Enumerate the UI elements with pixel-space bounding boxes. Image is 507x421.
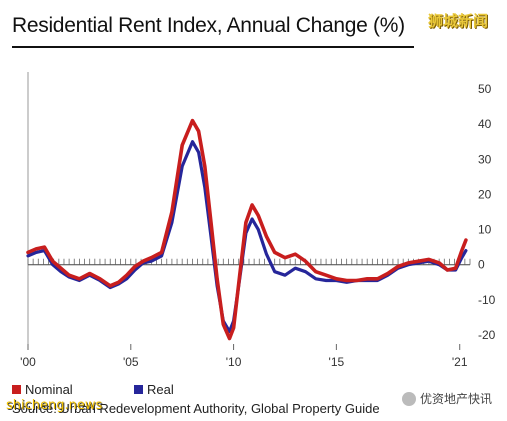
x-tick-label: '15 — [329, 355, 345, 369]
legend-label-real: Real — [147, 382, 174, 397]
x-tick-label: '21 — [452, 355, 468, 369]
legend-item-real: Real — [134, 382, 174, 397]
legend-label-nominal: Nominal — [25, 382, 73, 397]
chart-title: Residential Rent Index, Annual Change (%… — [12, 14, 405, 37]
watermark-channel: 优资地产快讯 — [402, 390, 492, 407]
x-tick-label: '10 — [226, 355, 242, 369]
wechat-icon — [402, 391, 416, 406]
watermark-logo-top: 狮城新闻 — [428, 12, 489, 30]
y-tick-label: -20 — [478, 328, 496, 342]
legend-swatch-real — [134, 385, 143, 394]
y-tick-label: 40 — [478, 117, 492, 131]
y-tick-label: 30 — [478, 152, 492, 166]
y-tick-label: -10 — [478, 293, 496, 307]
source-note: Source: Urban Redevelopment Authority, G… — [12, 401, 380, 416]
watermark-site: shicheng.news — [6, 398, 103, 413]
y-tick-label: 0 — [478, 258, 485, 272]
x-tick-label: '05 — [123, 355, 139, 369]
series-line-real — [26, 140, 468, 334]
title-underline — [12, 46, 414, 48]
legend-swatch-nominal — [12, 385, 21, 394]
series-line-nominal — [26, 118, 468, 341]
x-tick-label: '00 — [20, 355, 36, 369]
y-tick-label: 10 — [478, 223, 492, 237]
y-tick-label: 50 — [478, 82, 492, 96]
y-tick-label: 20 — [478, 187, 492, 201]
watermark-channel-label: 优资地产快讯 — [420, 392, 493, 406]
legend-item-nominal: Nominal — [12, 382, 73, 397]
